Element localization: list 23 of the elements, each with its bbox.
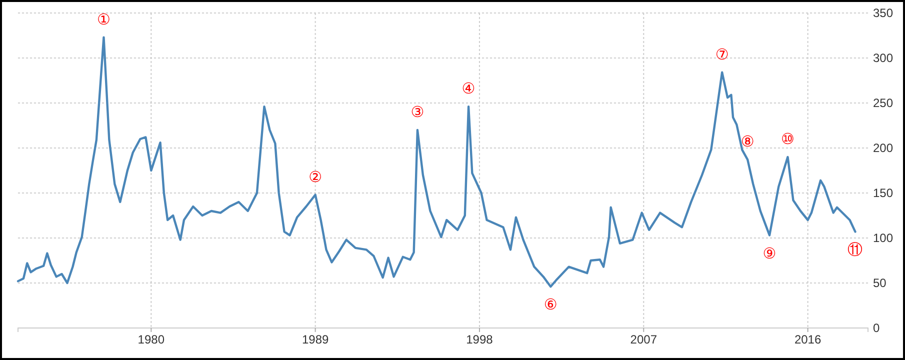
y-tick-label: 250: [873, 96, 894, 110]
y-tick-label: 0: [873, 320, 880, 335]
y-tick-label: 350: [873, 6, 894, 20]
annotation: ⑩: [781, 130, 794, 148]
annotation: ⑧: [740, 132, 754, 151]
annotation: ⑥: [544, 296, 558, 314]
y-tick-label: 150: [873, 186, 894, 200]
annotation: ⑦: [715, 45, 729, 64]
x-tick-label: 1998: [466, 332, 494, 347]
annotation: ①: [97, 10, 110, 28]
y-tick-label: 300: [873, 50, 894, 65]
x-tick-label: 1989: [302, 332, 329, 347]
annotation: ⑪: [848, 240, 863, 259]
y-tick-label: 200: [873, 140, 894, 155]
annotation: ⑨: [762, 244, 776, 262]
x-tick-label: 2007: [630, 332, 658, 347]
annotation: ②: [308, 168, 322, 186]
annotation: ③: [410, 103, 424, 121]
y-tick-label: 50: [873, 276, 887, 290]
y-tick-label: 100: [873, 230, 894, 245]
x-tick-label: 1980: [138, 332, 165, 347]
x-tick-label: 2016: [794, 332, 822, 347]
annotation: ④: [462, 80, 476, 98]
